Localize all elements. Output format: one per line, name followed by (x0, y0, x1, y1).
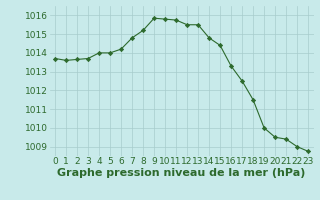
X-axis label: Graphe pression niveau de la mer (hPa): Graphe pression niveau de la mer (hPa) (57, 168, 306, 178)
